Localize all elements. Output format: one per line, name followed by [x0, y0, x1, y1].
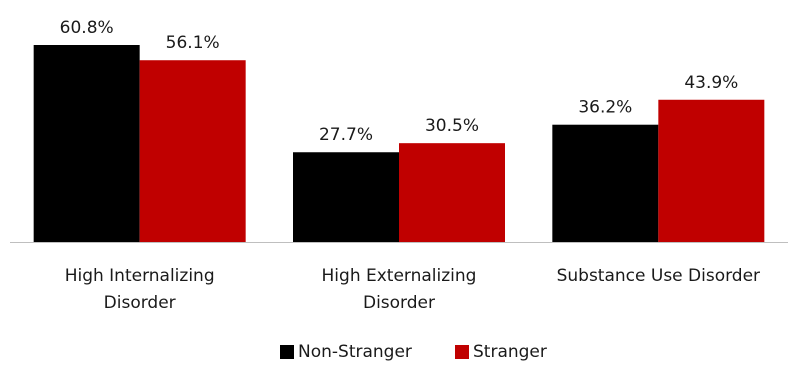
category-label-1-line-1: Disorder: [363, 293, 435, 313]
bar-stranger-2: [658, 99, 765, 242]
legend-label-non-stranger: Non-Stranger: [298, 342, 412, 362]
legend: Non-Stranger Stranger: [280, 342, 547, 362]
data-label-non-stranger-1: 27.7%: [319, 125, 373, 145]
category-label-0-line-1: Disorder: [104, 293, 176, 313]
data-label-stranger-1: 30.5%: [425, 116, 479, 136]
bar-non-stranger-2: [552, 124, 659, 242]
category-label-2-line-0: Substance Use Disorder: [557, 266, 760, 286]
bar-stranger-0: [139, 60, 246, 242]
legend-swatch-stranger: [455, 345, 469, 359]
category-labels-layer: High Internalizing Disorder High Externali…: [65, 266, 760, 313]
bar-stranger-1: [399, 143, 505, 242]
bar-non-stranger-0: [33, 45, 140, 242]
bars-layer: [33, 45, 765, 242]
value-labels-layer: 60.8% 56.1% 27.7% 30.5% 36.2% 43.9%: [60, 18, 739, 145]
legend-swatch-non-stranger: [280, 345, 294, 359]
data-label-non-stranger-0: 60.8%: [60, 18, 114, 38]
category-label-0-line-0: High Internalizing: [65, 266, 215, 286]
legend-label-stranger: Stranger: [473, 342, 547, 362]
data-label-stranger-0: 56.1%: [166, 33, 220, 53]
category-label-1-line-0: High Externalizing: [322, 266, 477, 286]
bar-non-stranger-1: [293, 152, 399, 242]
data-label-non-stranger-2: 36.2%: [578, 98, 632, 118]
data-label-stranger-2: 43.9%: [684, 73, 738, 93]
